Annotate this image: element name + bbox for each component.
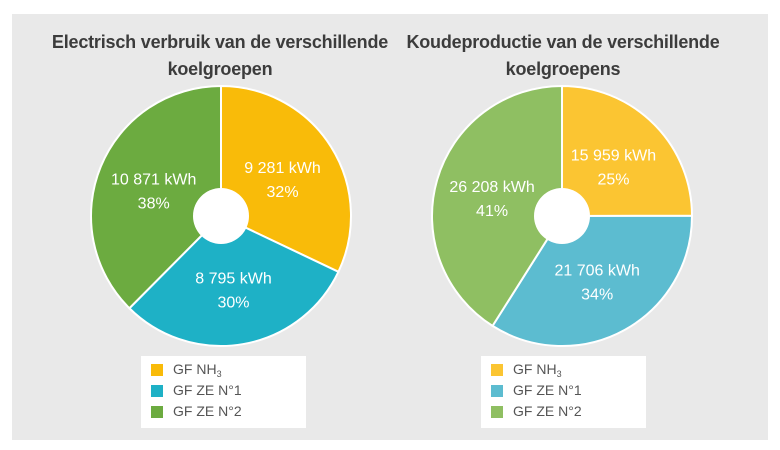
chart-2-donut-hole	[534, 188, 590, 244]
chart-1-slice-1	[220, 84, 352, 274]
legend-swatch	[491, 385, 503, 397]
chart-1-legend: GF NH3 GF ZE N°1 GF ZE N°2	[141, 356, 306, 428]
legend-label: GF NH3	[513, 361, 562, 379]
legend-swatch	[491, 364, 503, 376]
chart-2-legend: GF NH3 GF ZE N°1 GF ZE N°2	[481, 356, 646, 428]
chart-1-legend-item-3: GF ZE N°2	[141, 402, 306, 423]
chart-2-legend-item-1: GF NH3	[481, 360, 646, 381]
chart-1-slice-2-percent-label: 30%	[217, 295, 249, 312]
chart-1-legend-item-1: GF NH3	[141, 360, 306, 381]
chart-2-slice-2-percent-label: 34%	[581, 287, 613, 304]
chart-2-legend-item-2: GF ZE N°1	[481, 381, 646, 402]
chart-1-slice-3	[90, 84, 222, 310]
chart-2-title-line-2: koelgroepens	[505, 59, 621, 79]
chart-1-legend-item-2: GF ZE N°1	[141, 381, 306, 402]
chart-2-slice-1	[561, 84, 694, 218]
legend-subscript: 3	[216, 369, 222, 379]
legend-label: GF NH3	[173, 361, 222, 379]
chart-1-slice-1-percent-label: 32%	[267, 184, 299, 201]
chart-2-slice-2-value-label: 21 706 kWh	[554, 263, 639, 280]
chart-2-title: Koudeproductie van de verschillende koel…	[393, 29, 733, 83]
chart-2-slice-1-value-label: 15 959 kWh	[571, 147, 656, 164]
chart-1-slice-3-percent-label: 38%	[138, 195, 170, 212]
chart-1-title-line-1: Electrisch verbruik van de verschillende	[51, 32, 389, 52]
legend-label: GF ZE N°1	[173, 382, 242, 398]
legend-swatch	[151, 364, 163, 376]
chart-2-slice-3-percent-label: 41%	[476, 203, 508, 220]
legend-subscript: 3	[556, 369, 562, 379]
chart-2-legend-item-3: GF ZE N°2	[481, 402, 646, 423]
chart-2-slice-1-percent-label: 25%	[597, 171, 629, 188]
chart-1-slice-1-value-label: 9 281 kWh	[244, 160, 320, 177]
legend-swatch	[151, 406, 163, 418]
chart-1-slice-2	[127, 214, 340, 347]
chart-1-slice-3-value-label: 10 871 kWh	[111, 171, 196, 188]
legend-label: GF ZE N°1	[513, 382, 582, 398]
chart-1-title-line-2: koelgroepen	[167, 59, 273, 79]
legend-label: GF ZE N°2	[173, 403, 242, 419]
legend-swatch	[491, 406, 503, 418]
chart-1-donut-hole	[193, 188, 249, 244]
chart-2-slice-3	[431, 84, 563, 328]
chart-2-slice-3-value-label: 26 208 kWh	[449, 179, 534, 196]
chart-1-title: Electrisch verbruik van de verschillende…	[50, 29, 390, 83]
legend-label: GF ZE N°2	[513, 403, 582, 419]
chart-1-slice-2-value-label: 8 795 kWh	[195, 271, 271, 288]
chart-2-title-line-1: Koudeproductie van de verschillende	[406, 32, 720, 52]
legend-swatch	[151, 385, 163, 397]
